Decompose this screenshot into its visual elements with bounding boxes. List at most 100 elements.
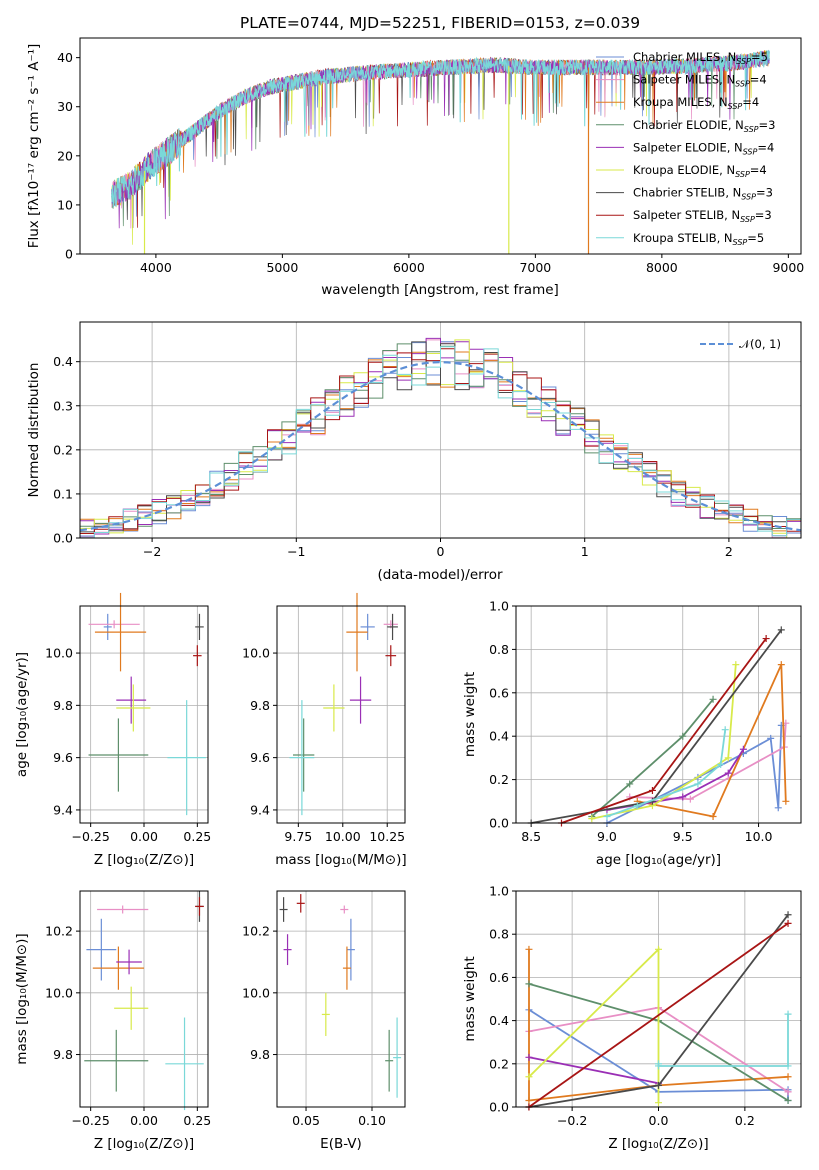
series-marker-krou_stelib	[717, 760, 725, 768]
y-tick-label: 10.0	[45, 985, 73, 1000]
massweight_vs_Z-ylabel: mass weight	[462, 956, 478, 1041]
y-tick-label: 1.0	[489, 599, 509, 614]
mass_vs_EBV-xlabel: E(B-V)	[320, 1136, 362, 1152]
series-marker-krou_miles	[709, 812, 717, 820]
x-tick-label: 10.25	[369, 829, 405, 844]
series-marker-krou_elodie	[724, 754, 732, 762]
age_vs_Z-ylabel: age [log₁₀(age/yr)]	[14, 652, 30, 777]
series-marker-krou_stelib	[694, 780, 702, 788]
y-tick-label: 0.0	[53, 531, 73, 546]
y-tick-label: 0.0	[489, 1100, 509, 1115]
marks	[88, 592, 206, 816]
series-marker-salp_stelib	[648, 786, 656, 794]
marks	[527, 626, 790, 827]
x-tick-label: −1	[287, 544, 305, 559]
x-tick-label: −0.2	[557, 1113, 587, 1128]
x-tick-label: 0.0	[649, 1113, 669, 1128]
marks	[84, 891, 204, 1111]
ticks: −0.2 0.0 0.2 0.0 0.2 0.4 0.6 0.8 1.0	[489, 884, 755, 1129]
massweight_vs_age-xlabel: age [log₁₀(age/yr)]	[596, 852, 721, 868]
mass_vs_EBV-frame	[276, 890, 406, 1108]
mass_vs_Z-frame	[79, 890, 209, 1108]
y-tick-label: 40	[57, 50, 73, 65]
series-line-chab_stelib	[531, 629, 783, 824]
series-marker-chab_elodie	[626, 780, 634, 788]
legend-label-salp_miles: Salpeter MILES, NSSP=4	[633, 73, 767, 89]
y-tick-label: 0.3	[53, 398, 73, 413]
series-marker-krou_elodie	[525, 1073, 533, 1081]
x-tick-label: 1	[581, 544, 589, 559]
y-tick-label: 10.2	[45, 924, 73, 939]
residuals-xlabel: (data-model)/error	[377, 567, 503, 583]
y-tick-label: 0.4	[489, 729, 509, 744]
series-marker-salp_elodie	[679, 793, 687, 801]
x-tick-label: 5000	[266, 260, 298, 275]
y-tick-label: 0.8	[489, 927, 509, 942]
y-tick-label: 9.8	[53, 698, 73, 713]
massweight_vs_age-ylabel: mass weight	[462, 672, 478, 757]
legend-label-chab_stelib: Chabrier STELIB, NSSP=3	[633, 186, 773, 202]
marks	[279, 894, 402, 1098]
series-marker-krou_elodie	[732, 661, 740, 669]
mass_vs_Z-panel: −0.25 0.00 0.25 9.8 10.0 10.2 Z [log₁₀(Z/Z⊙)] m…	[14, 890, 211, 1152]
grid	[277, 891, 405, 1107]
y-tick-label: 0.4	[489, 1013, 509, 1028]
series-marker-krou_stelib	[784, 1010, 792, 1018]
series-marker-chab_miles	[767, 734, 775, 742]
y-tick-label: 30	[57, 99, 73, 114]
legend-label-chab_miles: Chabrier MILES, NSSP=5	[633, 50, 768, 66]
x-tick-label: −2	[143, 544, 161, 559]
series-marker-chab_elodie	[784, 1097, 792, 1105]
massweight_vs_Z-panel: −0.2 0.0 0.2 0.0 0.2 0.4 0.6 0.8 1.0 Z [log₁₀(Z/Z…	[462, 884, 802, 1152]
x-tick-label: 4000	[140, 260, 172, 275]
y-tick-label: 10.0	[242, 646, 270, 661]
x-tick-label: 0.05	[292, 1113, 320, 1128]
age_vs_mass-xlabel: mass [log₁₀(M/M⊙)]	[275, 852, 406, 868]
spectrum-legend: Chabrier MILES, NSSP=5 Salpeter MILES, NS…	[596, 50, 775, 247]
y-tick-label: 0.6	[489, 970, 509, 985]
marks	[525, 911, 792, 1111]
legend-label-salp_elodie: Salpeter ELODIE, NSSP=4	[633, 140, 774, 156]
spectrum-line-krou_stelib	[111, 49, 770, 208]
x-tick-label: 7000	[519, 260, 551, 275]
x-tick-label: 10.00	[325, 829, 361, 844]
spectrum-title: PLATE=0744, MJD=52251, FIBERID=0153, z=0…	[240, 14, 640, 32]
y-tick-label: 0.2	[489, 772, 509, 787]
series-marker-salp_stelib	[762, 635, 770, 643]
grid	[80, 606, 208, 823]
y-tick-label: 10.0	[242, 985, 270, 1000]
y-tick-label: 9.4	[53, 802, 73, 817]
ticks: 8.5 9.0 9.5 10.0 0.0 0.2 0.4 0.6 0.8 1.0	[489, 599, 772, 845]
x-tick-label: 8000	[646, 260, 678, 275]
y-tick-label: 9.6	[250, 750, 270, 765]
series-marker-krou_elodie	[655, 1099, 662, 1107]
mass_vs_Z-ylabel: mass [log₁₀(M/M⊙)]	[14, 933, 30, 1064]
mass_vs_EBV-panel: 0.05 0.10 9.8 10.0 10.2 E(B-V)	[242, 890, 406, 1152]
x-tick-label: 2	[725, 544, 733, 559]
ticks: 0.05 0.10 9.8 10.0 10.2	[242, 924, 386, 1128]
series-line-krou_miles	[637, 664, 787, 818]
legend-label-krou_stelib: Kroupa STELIB, NSSP=5	[633, 231, 764, 247]
ticks: 9.75 10.00 10.25 9.4 9.6 9.8 10.0	[242, 646, 405, 844]
x-tick-label: 0	[437, 544, 445, 559]
series-line-salp_miles	[629, 723, 787, 801]
y-tick-label: 0.2	[53, 442, 73, 457]
age_vs_mass-frame	[276, 605, 406, 824]
y-tick-label: 0.2	[489, 1056, 509, 1071]
marks	[289, 592, 398, 816]
series-marker-salp_elodie	[525, 1053, 533, 1061]
residuals-panel: −2 −1 0 1 2 0.0 0.1 0.2 0.3 0.4 (data-model)/erro…	[26, 321, 802, 583]
age_vs_Z-xlabel: Z [log₁₀(Z/Z⊙)]	[94, 852, 194, 868]
mass_vs_Z-xlabel: Z [log₁₀(Z/Z⊙)]	[94, 1136, 194, 1152]
age_vs_mass-panel: 9.75 10.00 10.25 9.4 9.6 9.8 10.0 mass [log₁₀(M…	[242, 592, 407, 868]
y-tick-label: 0.8	[489, 642, 509, 657]
series-marker-chab_stelib	[777, 626, 785, 634]
x-tick-label: 9.0	[597, 829, 617, 844]
y-tick-label: 10.0	[45, 646, 73, 661]
normal-legend: 𝒩(0, 1)	[700, 337, 781, 351]
series-marker-krou_miles	[777, 661, 785, 669]
series-marker-krou_elodie	[588, 815, 596, 823]
x-tick-label: 0.00	[130, 1113, 158, 1128]
y-tick-label: 0.4	[53, 354, 73, 369]
series-marker-salp_elodie	[739, 745, 747, 753]
